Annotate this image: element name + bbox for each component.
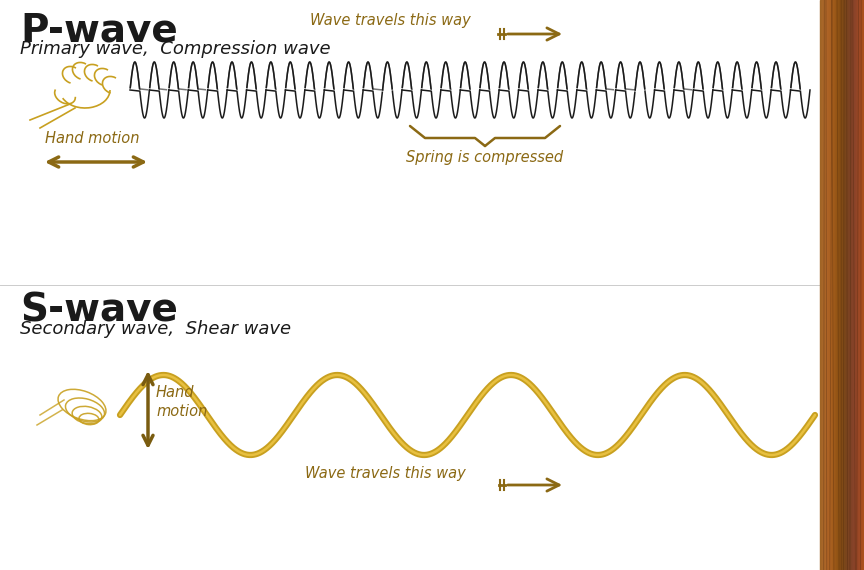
Bar [860, 0, 861, 570]
Bar [832, 0, 833, 570]
Bar [837, 0, 838, 570]
Bar [834, 0, 835, 570]
Bar [829, 0, 830, 570]
Bar [844, 0, 845, 570]
Bar [830, 0, 831, 570]
Bar [854, 0, 855, 570]
Bar [839, 0, 840, 570]
Bar [851, 0, 852, 570]
Bar [859, 0, 860, 570]
Bar [835, 0, 836, 570]
Text: Primary wave,  Compression wave: Primary wave, Compression wave [20, 40, 331, 58]
Bar [857, 0, 858, 570]
Bar [840, 0, 841, 570]
Bar [848, 0, 849, 570]
Text: Spring is compressed: Spring is compressed [406, 150, 563, 165]
Bar [852, 0, 853, 570]
Bar [858, 0, 859, 570]
Bar [827, 0, 828, 570]
Text: Wave travels this way: Wave travels this way [305, 466, 466, 481]
Text: Wave travels this way: Wave travels this way [310, 13, 471, 28]
Bar [831, 0, 832, 570]
Bar [828, 0, 829, 570]
Bar [856, 0, 857, 570]
Bar [847, 0, 848, 570]
Bar [826, 0, 827, 570]
Bar [823, 0, 824, 570]
Bar [843, 0, 844, 570]
Bar [824, 0, 825, 570]
Bar [842, 0, 843, 570]
Text: Hand
motion: Hand motion [156, 385, 207, 420]
Bar [853, 0, 854, 570]
Bar [855, 0, 856, 570]
Bar [850, 0, 851, 570]
Text: Hand motion: Hand motion [45, 131, 139, 146]
Bar [862, 0, 863, 570]
Bar [821, 0, 822, 570]
Bar [820, 0, 821, 570]
Bar [833, 0, 834, 570]
Bar [846, 0, 847, 570]
Bar [825, 0, 826, 570]
Bar [836, 0, 837, 570]
Bar [845, 0, 846, 570]
Bar [841, 0, 842, 570]
Bar [863, 0, 864, 570]
Bar [849, 0, 850, 570]
Text: S-wave: S-wave [20, 292, 178, 330]
Bar [822, 0, 823, 570]
Bar [861, 0, 862, 570]
Text: P-wave: P-wave [20, 12, 178, 50]
Bar [838, 0, 839, 570]
Text: Secondary wave,  Shear wave: Secondary wave, Shear wave [20, 320, 291, 338]
